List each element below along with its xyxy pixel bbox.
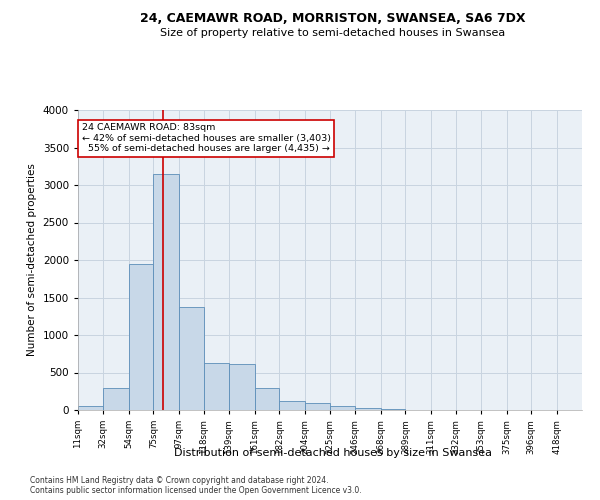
Text: Size of property relative to semi-detached houses in Swansea: Size of property relative to semi-detach…	[160, 28, 506, 38]
Bar	[179, 306, 204, 410]
Text: Contains HM Land Registry data © Crown copyright and database right 2024.
Contai: Contains HM Land Registry data © Crown c…	[30, 476, 362, 495]
Bar	[128, 264, 154, 410]
Text: 24, CAEMAWR ROAD, MORRISTON, SWANSEA, SA6 7DX: 24, CAEMAWR ROAD, MORRISTON, SWANSEA, SA…	[140, 12, 526, 26]
Bar	[78, 406, 103, 410]
Text: Distribution of semi-detached houses by size in Swansea: Distribution of semi-detached houses by …	[174, 448, 492, 458]
Bar	[204, 363, 229, 410]
Bar	[254, 388, 280, 410]
Bar	[330, 406, 355, 410]
Bar	[280, 401, 305, 410]
Y-axis label: Number of semi-detached properties: Number of semi-detached properties	[27, 164, 37, 356]
Bar	[305, 403, 330, 410]
Bar	[380, 409, 406, 410]
Bar	[103, 388, 128, 410]
Text: 24 CAEMAWR ROAD: 83sqm
← 42% of semi-detached houses are smaller (3,403)
  55% o: 24 CAEMAWR ROAD: 83sqm ← 42% of semi-det…	[82, 124, 331, 154]
Bar	[229, 364, 254, 410]
Bar	[154, 174, 179, 410]
Bar	[355, 408, 380, 410]
